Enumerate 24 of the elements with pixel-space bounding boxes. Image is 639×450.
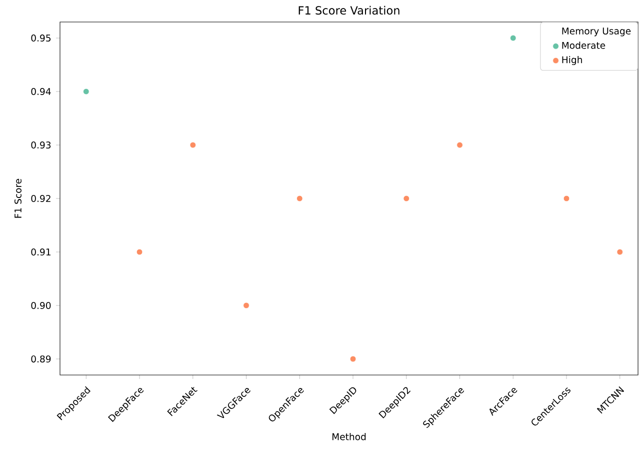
y-tick-label: 0.91 [31, 248, 50, 256]
y-axis-title: F1 Score [14, 178, 22, 218]
y-tick-label: 0.94 [31, 88, 51, 96]
y-tick-label: 0.93 [31, 142, 51, 149]
point [456, 142, 463, 148]
y-tick-label: 0.92 [31, 194, 50, 202]
y-tick-label: 0.90 [31, 302, 51, 309]
y-tick-label: 0.95 [31, 34, 51, 42]
point [350, 356, 356, 362]
legend-label: Moderate [562, 42, 606, 49]
point [136, 248, 143, 256]
point [190, 142, 196, 148]
point [563, 195, 570, 202]
legend-label: High [562, 56, 582, 66]
x-axis-title: Method [332, 433, 366, 440]
point [403, 195, 410, 202]
point [243, 302, 250, 309]
y-tick-label: 0.89 [31, 355, 51, 362]
legend-title: Memory Usage [562, 28, 631, 36]
point [510, 34, 516, 42]
point [616, 248, 623, 256]
chart-title: F1 Score Variation [298, 6, 400, 15]
point [83, 88, 90, 95]
point [296, 195, 303, 202]
